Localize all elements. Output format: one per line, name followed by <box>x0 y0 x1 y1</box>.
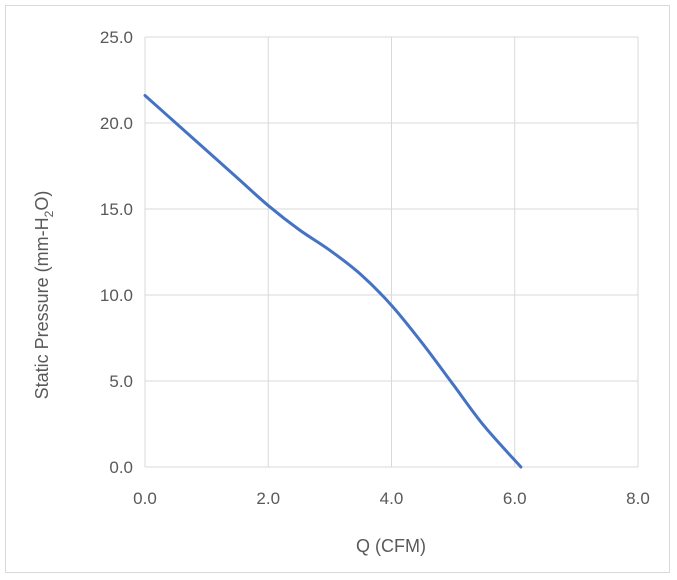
plot-area <box>143 93 523 469</box>
x-tick-label: 0.0 <box>133 489 157 508</box>
x-tick-label: 6.0 <box>503 489 527 508</box>
tick-labels: 0.0 5.0 10.0 15.0 20.0 25.0 0.0 2.0 4.0 6.0 8.0 <box>100 28 650 508</box>
y-tick-label: 5.0 <box>109 372 133 391</box>
y-axis-title-prefix: Static Pressure (mm-H <box>32 217 52 399</box>
x-tick-label: 8.0 <box>626 489 650 508</box>
y-axis-title-suffix: O) <box>32 191 52 211</box>
chart-frame <box>5 5 670 573</box>
x-tick-label: 2.0 <box>256 489 280 508</box>
y-tick-label: 25.0 <box>100 28 133 47</box>
series-line <box>143 93 523 469</box>
y-tick-label: 0.0 <box>109 458 133 477</box>
y-tick-label: 20.0 <box>100 114 133 133</box>
x-axis-title: Q (CFM) <box>356 536 426 556</box>
grid <box>144 36 639 468</box>
x-tick-label: 4.0 <box>380 489 404 508</box>
y-tick-label: 10.0 <box>100 286 133 305</box>
y-axis-title-subscript: 2 <box>42 210 56 217</box>
y-tick-label: 15.0 <box>100 200 133 219</box>
y-axis-title: Static Pressure (mm-H2O) <box>32 191 56 400</box>
